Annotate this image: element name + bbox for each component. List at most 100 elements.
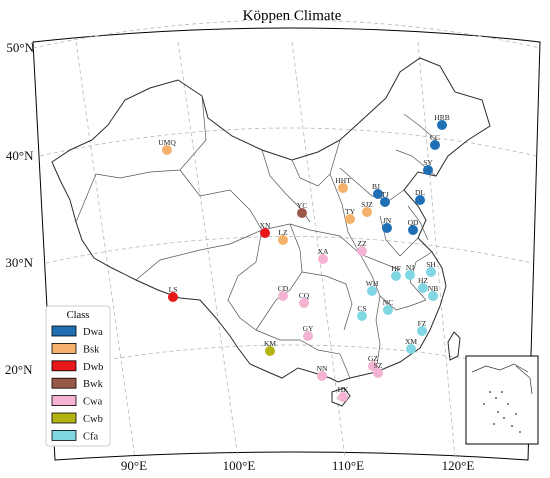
province-borders <box>75 95 437 379</box>
station-label-cc: CC <box>430 133 440 142</box>
station-label-qd: QD <box>408 218 419 227</box>
station-label-hf: HF <box>391 264 401 273</box>
station-label-lz: LZ <box>278 228 288 237</box>
province-border <box>301 271 353 331</box>
station-label-hht: HHT <box>335 176 351 185</box>
graticule <box>32 19 541 459</box>
station-marker-ty <box>345 214 355 224</box>
station-marker-umq <box>162 145 172 155</box>
legend-swatch-dwb <box>51 360 77 372</box>
map-title: Köppen Climate <box>243 8 342 24</box>
legend-items: Dwa Bsk Dwb Bwk Cwa Cwb Cfa <box>51 325 104 442</box>
legend-label-cwb: Cwb <box>83 414 103 425</box>
legend-swatch-cfa <box>51 429 77 441</box>
province-border <box>179 169 263 231</box>
inset-coastline <box>515 365 533 395</box>
station-label-sh: SH <box>426 260 436 269</box>
station-label-cs: CS <box>357 304 366 313</box>
station-marker-xm <box>406 344 416 354</box>
station-label-hrb: HRB <box>434 113 449 122</box>
station-label-yc: YC <box>297 201 307 210</box>
station-label-ty: TY <box>345 207 356 216</box>
station-label-gy: GY <box>303 324 314 333</box>
station-marker-fz <box>417 326 427 336</box>
station-label-tj: TJ <box>381 190 389 199</box>
station-marker-hk <box>338 392 348 402</box>
legend-frame <box>45 305 111 447</box>
station-marker-xn <box>260 228 270 238</box>
station-marker-tj <box>380 197 390 207</box>
latitude-label: 30°N <box>5 255 33 270</box>
station-label-gz: GZ <box>368 354 378 363</box>
legend-label-bsk: Bsk <box>83 344 100 355</box>
station-marker-sz <box>373 368 383 378</box>
legend-label-cwa: Cwa <box>83 397 103 408</box>
station-label-cd: CD <box>278 284 289 293</box>
province-border <box>291 139 341 187</box>
station-marker-zz <box>357 246 367 256</box>
station-marker-cq <box>299 298 309 308</box>
station-label-ls: LS <box>169 285 178 294</box>
station-label-sjz: SJZ <box>361 200 373 209</box>
province-border <box>339 167 405 201</box>
station-marker-qd <box>408 225 418 235</box>
south-china-sea-inset <box>465 355 539 445</box>
station-marker-gz <box>368 361 378 371</box>
legend-label-dwb: Dwb <box>83 362 103 373</box>
station-label-fz: FZ <box>418 319 427 328</box>
legend-label-bwk: Bwk <box>83 379 104 390</box>
graticule-parallel-40 <box>39 127 537 157</box>
province-border <box>227 229 263 331</box>
province-border <box>403 113 437 141</box>
legend-swatch-cwb <box>51 412 77 424</box>
station-label-bj: BJ <box>372 182 380 191</box>
longitude-label: 100°E <box>223 458 256 473</box>
station-label-nc: NC <box>383 298 393 307</box>
graticule-parallel-30 <box>45 236 533 264</box>
station-marker-nj <box>405 270 415 280</box>
station-marker-hht <box>338 183 348 193</box>
station-label-km: KM <box>264 339 276 348</box>
station-marker-nb <box>428 291 438 301</box>
legend: Class Dwa Bsk Dwb Bwk Cwa Cwb Cfa <box>45 305 111 447</box>
legend-swatch-dwa <box>51 325 77 337</box>
station-marker-cs <box>357 311 367 321</box>
latitude-label: 50°N <box>6 40 34 55</box>
province-border <box>359 253 427 311</box>
longitude-label: 120°E <box>442 458 475 473</box>
station-label-hz: HZ <box>418 276 428 285</box>
province-border <box>75 95 207 223</box>
station-label-nj: NJ <box>406 263 414 272</box>
station-marker-km <box>265 346 275 356</box>
station-label-xm: XM <box>405 337 417 346</box>
station-label-jn: JN <box>383 216 392 225</box>
station-label-sy: SY <box>423 158 433 167</box>
station-marker-dl <box>415 195 425 205</box>
station-marker-sjz <box>362 207 372 217</box>
station-label-umq: UMQ <box>158 138 176 147</box>
station-label-zz: ZZ <box>357 239 367 248</box>
inset-coastline <box>471 363 529 373</box>
map-frame <box>32 27 541 461</box>
legend-label-cfa: Cfa <box>83 431 99 442</box>
station-marker-bj <box>373 189 383 199</box>
station-marker-xa <box>318 254 328 264</box>
province-border <box>407 205 429 241</box>
province-border <box>289 223 401 271</box>
inset-islands <box>483 391 521 433</box>
legend-title: Class <box>67 310 90 321</box>
station-label-hk: HK <box>338 385 349 394</box>
longitude-label: 90°E <box>121 458 147 473</box>
station-marker-nn <box>317 371 327 381</box>
station-marker-cc <box>430 140 440 150</box>
station-marker-hrb <box>437 120 447 130</box>
longitude-labels: 90°E 100°E 110°E 120°E <box>121 458 474 473</box>
legend-label-dwa: Dwa <box>83 327 103 338</box>
graticule-meridian-120 <box>417 41 456 459</box>
legend-swatch-cwa <box>51 395 77 407</box>
station-marker-sh <box>426 267 436 277</box>
latitude-labels: 50°N 40°N 30°N 20°N <box>5 40 35 377</box>
station-marker-lz <box>278 235 288 245</box>
